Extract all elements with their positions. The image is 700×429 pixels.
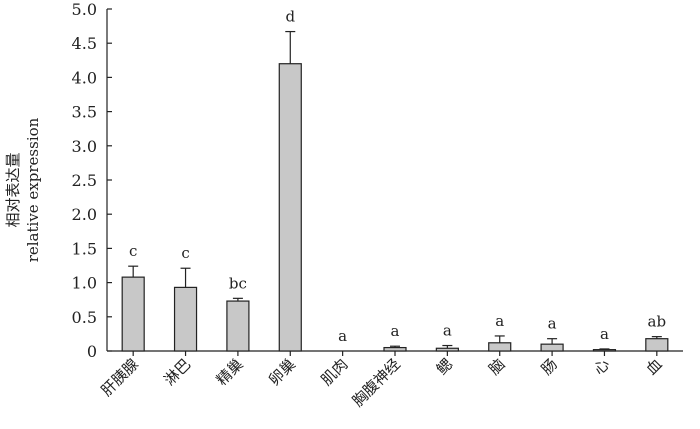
x-tick-label: 肠 xyxy=(538,355,561,378)
y-tick-label: 0.5 xyxy=(72,308,97,327)
bars xyxy=(121,63,669,352)
bar xyxy=(645,338,669,352)
x-tick-label: 脑 xyxy=(485,355,508,378)
bar xyxy=(540,343,564,352)
significance-label: bc xyxy=(229,274,247,292)
y-axis-title-en: relative expression xyxy=(24,117,42,262)
significance-label: a xyxy=(443,322,452,340)
y-tick-label: 3.0 xyxy=(72,137,97,156)
y-axis-title-cn: 相对表达量 xyxy=(4,152,22,227)
significance-label: c xyxy=(181,244,189,262)
significance-label: a xyxy=(338,327,347,345)
bar xyxy=(121,276,145,352)
y-tick-label: 0 xyxy=(87,342,97,361)
y-tick-label: 1.0 xyxy=(72,274,97,293)
x-tick-label: 卵巢 xyxy=(265,355,299,389)
x-tick-label: 肌肉 xyxy=(318,355,352,389)
x-tick-label: 精巢 xyxy=(213,355,247,389)
y-tick-label: 1.5 xyxy=(72,239,97,258)
significance-labels: c c bc d a a a a a a ab xyxy=(129,8,666,345)
x-tick-label: 心 xyxy=(590,355,613,378)
significance-label: ab xyxy=(648,313,667,331)
x-tick-label: 胸腹神经 xyxy=(349,355,404,410)
y-tick-label: 2.0 xyxy=(72,205,97,224)
significance-label: a xyxy=(548,315,557,333)
bar xyxy=(435,347,459,352)
significance-label: a xyxy=(391,322,400,340)
y-tick-label: 2.5 xyxy=(72,171,97,190)
significance-label: c xyxy=(129,242,137,260)
bar xyxy=(278,63,302,352)
significance-label: d xyxy=(285,8,295,26)
bar xyxy=(383,346,407,352)
bar xyxy=(173,286,198,352)
y-tick-label: 3.5 xyxy=(72,103,97,122)
y-tick-label: 4.0 xyxy=(72,68,97,87)
error-bars xyxy=(128,30,662,350)
significance-label: a xyxy=(495,312,504,330)
y-axis-ticks: 0 0.5 1.0 1.5 2.0 2.5 3.0 3.5 4.0 4.5 5.0 xyxy=(72,0,112,361)
x-tick-label: 鳃 xyxy=(433,355,456,378)
x-tick-label: 肝胰腺 xyxy=(97,355,142,400)
y-axis-title: 相对表达量 relative expression xyxy=(4,117,42,262)
x-tick-label: 淋巴 xyxy=(160,355,194,389)
bar xyxy=(226,300,250,352)
bar xyxy=(592,349,617,352)
bar xyxy=(488,342,512,352)
y-tick-label: 4.5 xyxy=(72,34,97,53)
significance-label: a xyxy=(600,325,609,343)
x-tick-label: 血 xyxy=(642,355,665,378)
y-tick-label: 5.0 xyxy=(72,0,97,19)
